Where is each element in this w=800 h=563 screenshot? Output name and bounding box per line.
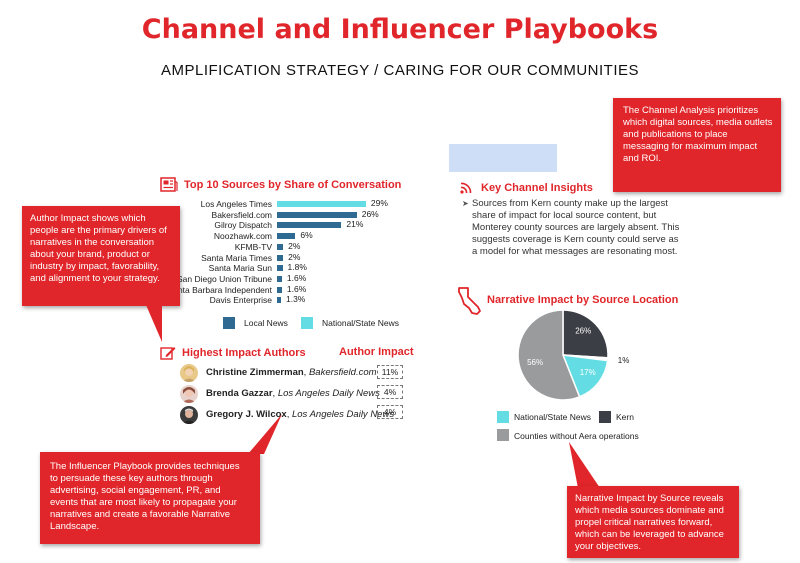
- bar-label: Davis Enterprise: [209, 295, 272, 306]
- bar-value-label: 6%: [300, 230, 313, 241]
- pie-legend-label-national: National/State News: [514, 412, 592, 422]
- authors-title: Highest Impact Authors: [182, 347, 306, 359]
- pie-legend-label-kern: Kern: [616, 412, 634, 422]
- avatar: [180, 385, 198, 403]
- pie-chart-title: Narrative Impact by Source Location: [487, 294, 679, 306]
- bar-label: Santa Maria Sun: [208, 263, 272, 274]
- bar-label: San Diego Union Tribune: [177, 273, 272, 284]
- callout-pointer: [248, 414, 282, 454]
- sources-chart-title: Top 10 Sources by Share of Conversation: [184, 179, 402, 191]
- bar-value-label: 26%: [361, 208, 379, 219]
- avatar: [180, 364, 198, 382]
- author-name: Brenda Gazzar, Los Angeles Daily News: [206, 388, 380, 399]
- page-subtitle: AMPLIFICATION STRATEGY / CARING FOR OUR …: [160, 62, 640, 79]
- page-title: Channel and Influencer Playbooks: [141, 14, 659, 45]
- bar: [277, 254, 284, 261]
- author-impact-label: Author Impact: [339, 346, 414, 358]
- author-impact-value: 11%: [377, 365, 403, 379]
- bar-label: Santa Barbara Independent: [167, 284, 272, 295]
- bar: [277, 265, 283, 272]
- bar-label: Santa Maria Times: [201, 252, 272, 263]
- author-impact-callout: Author Impact shows which people are the…: [22, 206, 180, 306]
- bar: [277, 222, 342, 229]
- pie-slice-label: 26%: [575, 326, 591, 335]
- bar-label: Noozhawk.com: [213, 231, 272, 242]
- bar-value-label: 1.6%: [286, 272, 307, 283]
- pie-legend-label-counties: Counties without Aera operations: [514, 431, 639, 441]
- bar: [277, 243, 284, 250]
- bar-label: Gilroy Dispatch: [214, 220, 272, 231]
- legend-label-local: Local News: [244, 318, 288, 328]
- bar-label: Los Angeles Times: [200, 199, 272, 209]
- bar-value-label: 2%: [288, 251, 301, 262]
- bar-value-label: 2%: [288, 240, 301, 251]
- pie-slice: [561, 354, 609, 398]
- pie-slice-label: 56%: [527, 358, 543, 367]
- pie-legend-swatch-national: [497, 411, 509, 423]
- pencil-icon: [160, 347, 176, 360]
- pie-slice: [517, 309, 581, 401]
- legend-swatch-local: [223, 317, 235, 329]
- bar-label: KFMB-TV: [234, 241, 272, 252]
- author-impact-value: 4%: [377, 385, 403, 399]
- bar-label: Bakersfield.com: [211, 209, 272, 220]
- bar-value-label: 1.8%: [287, 262, 307, 273]
- bar: [277, 211, 357, 218]
- bar: [277, 297, 281, 304]
- pie-slice-label: 17%: [580, 368, 596, 377]
- pie-legend-swatch-counties: [497, 429, 509, 441]
- bar-value-label: 21%: [346, 219, 364, 230]
- narrative-pie-chart: 26% 1% 17% 56%: [517, 309, 630, 401]
- bar-value-label: 1.6%: [286, 283, 307, 294]
- newspaper-icon: [160, 177, 178, 192]
- key-insights-title: Key Channel Insights: [481, 182, 593, 194]
- bar-value-label: 1.3%: [285, 294, 306, 305]
- author-name: Gregory J. Wilcox, Los Angeles Daily New…: [206, 409, 395, 420]
- influencer-playbook-callout: The Influencer Playbook provides techniq…: [40, 452, 260, 544]
- narrative-impact-callout: Narrative Impact by Source reveals which…: [567, 486, 739, 558]
- bar: [277, 233, 296, 240]
- pie-slice: [562, 309, 609, 359]
- bar: [277, 286, 282, 293]
- bar-value-label: 29%: [370, 198, 388, 208]
- bullet-arrow-icon: ➤: [462, 199, 469, 208]
- pie-legend-swatch-kern: [599, 411, 611, 423]
- channel-analysis-callout: The Channel Analysis prioritizes which d…: [613, 98, 781, 192]
- key-insights-text: ➤ Sources from Kern county make up the l…: [462, 198, 684, 258]
- bar: [277, 275, 282, 282]
- signal-icon: [460, 182, 472, 194]
- legend-swatch-national: [301, 317, 313, 329]
- california-map-icon: [458, 287, 481, 315]
- callout-pointer: [569, 442, 600, 488]
- avatar: [180, 406, 198, 424]
- bar: [277, 201, 366, 207]
- pie-slice-label: 1%: [618, 356, 630, 365]
- key-insights-body: Sources from Kern county make up the lar…: [472, 198, 680, 257]
- author-name: Christine Zimmerman, Bakersfield.com: [206, 367, 377, 378]
- legend-label-national: National/State News: [322, 318, 400, 328]
- callout-pointer: [143, 298, 162, 342]
- author-impact-value: 4%: [377, 405, 403, 419]
- highlight-rectangle: [449, 144, 557, 172]
